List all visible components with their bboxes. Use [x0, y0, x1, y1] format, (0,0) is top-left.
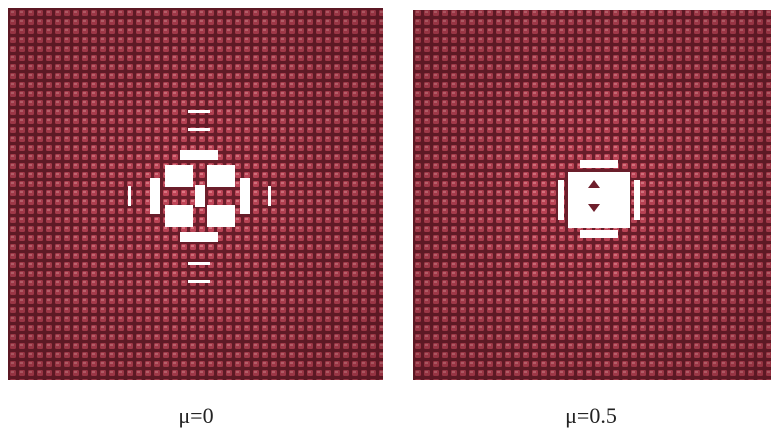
hole-marks — [588, 180, 600, 212]
panel-right — [413, 10, 771, 380]
holes — [558, 160, 640, 238]
panel-left — [8, 8, 383, 380]
holes — [128, 110, 271, 283]
caption: μ=0 — [178, 403, 213, 428]
caption: μ=0.5 — [565, 403, 617, 428]
